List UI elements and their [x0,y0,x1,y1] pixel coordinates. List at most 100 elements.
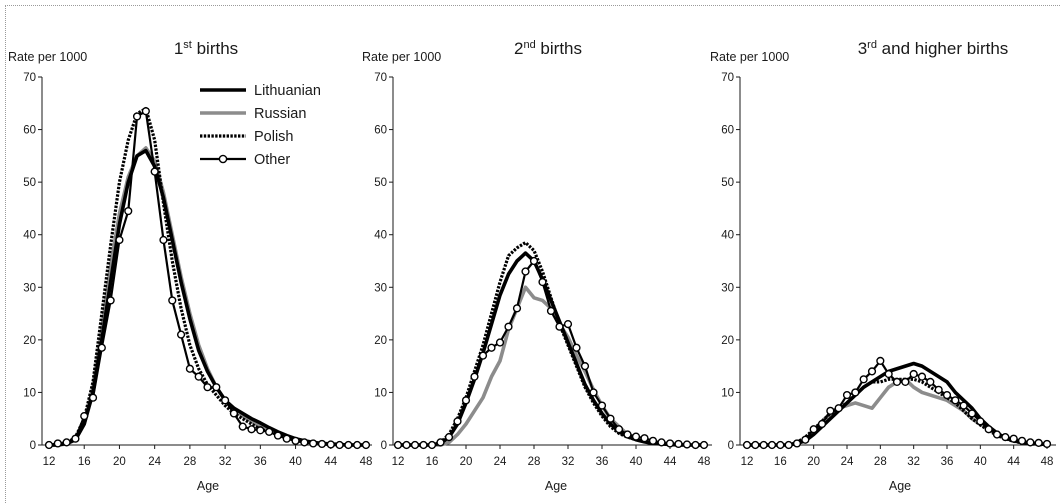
data-point-other [309,439,318,448]
x-tick-label: 44 [1007,456,1020,468]
data-point-other [892,377,902,387]
series-line-lithuanian [49,148,366,447]
y-axis-label: Rate per 1000 [8,50,87,64]
chart-title: 3rd and higher births [858,39,1009,58]
data-point-other [221,396,230,405]
y-axis-label: Rate per 1000 [710,50,789,64]
data-point-other [859,375,868,384]
series-line-other [747,359,1048,447]
chart-title-ordinal-suffix: nd [523,39,535,51]
data-point-other [256,426,265,435]
chart-title-text: births [536,39,582,58]
data-point-other [614,425,624,434]
x-tick-label: 24 [841,456,854,468]
data-point-other [115,235,124,245]
data-point-other [801,435,810,444]
data-point-other [674,439,683,449]
x-tick-label: 40 [289,456,302,468]
y-tick-label: 10 [23,387,36,399]
data-point-other [212,383,221,392]
x-tick-label: 40 [630,456,643,468]
figure-frame-border [5,5,1060,503]
data-point-other [589,388,598,397]
y-tick-label: 50 [721,177,734,189]
data-point-other [648,436,658,445]
x-tick-label: 28 [183,456,196,468]
x-tick-label: 12 [741,456,754,468]
data-point-other [767,440,777,450]
data-point-other [992,430,1002,439]
data-point-other [1026,438,1035,447]
y-tick-label: 50 [23,177,36,189]
y-tick-label: 30 [374,282,387,294]
data-point-other [326,440,335,449]
data-point-other [792,439,802,448]
data-point-other [631,432,641,441]
data-point-other [597,401,607,410]
data-point-other [512,304,522,313]
x-tick-label: 24 [494,456,507,468]
series-line-russian [49,146,366,447]
chart-title-number: 3 [858,39,867,58]
data-point-other [427,440,437,450]
data-point-other [984,425,993,434]
x-tick-label: 44 [664,456,677,468]
y-tick-label: 70 [23,72,36,84]
data-point-other [623,430,632,439]
y-tick-label: 30 [23,282,36,294]
y-tick-label: 40 [374,230,387,242]
y-tick-label: 20 [721,335,734,347]
x-tick-label: 48 [1041,456,1054,468]
x-axis-label: Age [545,479,567,493]
legend-item-russian: Russian [200,106,306,122]
data-point-other [1034,438,1043,448]
data-point-other [851,388,860,397]
data-point-other [1001,433,1010,442]
chart-title-text: births [192,39,238,58]
chart-title-text: and higher births [877,39,1008,58]
data-point-other [141,107,150,116]
data-point-other [691,440,700,450]
y-tick-label: 60 [374,125,387,137]
x-tick-label: 32 [907,456,920,468]
data-point-other [504,322,513,331]
data-point-other [934,385,943,394]
data-point-other [353,440,362,450]
series-line-other [48,110,366,447]
data-point-other [291,436,300,445]
legend-marker-other [218,154,228,164]
data-point-other [682,440,692,449]
legend-label: Russian [254,106,306,122]
data-point-other [436,438,445,447]
data-point-other [1042,439,1052,449]
y-axis-label: Rate per 1000 [362,50,441,64]
data-point-other [71,434,80,443]
data-point-other [555,322,564,331]
data-point-other [1009,434,1018,443]
data-point-other [487,343,496,352]
chart-panel-2: 2nd births Rate per 1000 0 10 20 30 40 50 60 70 12… [362,39,712,493]
legend-label: Lithuanian [254,83,321,99]
y-tick-label: 40 [23,230,36,242]
data-point-other [784,440,793,450]
y-tick-label: 0 [728,440,734,452]
x-tick-label: 32 [219,456,232,468]
x-tick-label: 24 [148,456,161,468]
data-point-other [563,319,573,329]
y-tick-label: 30 [721,282,734,294]
y-tick-label: 70 [721,72,734,84]
chart-panel-3: 3rd and higher births Rate per 1000 0 10 20 3… [710,39,1056,493]
data-point-other [580,362,590,371]
data-point-other [402,440,411,450]
chart-title-number: 1 [174,39,183,58]
series-line-lithuanian [398,251,704,447]
data-point-other [572,343,581,352]
data-point-other [826,406,835,415]
y-tick-label: 60 [23,125,36,137]
data-point-other [809,425,818,434]
data-point-other [53,439,62,448]
x-tick-label: 16 [426,456,439,468]
data-point-other [876,356,885,365]
